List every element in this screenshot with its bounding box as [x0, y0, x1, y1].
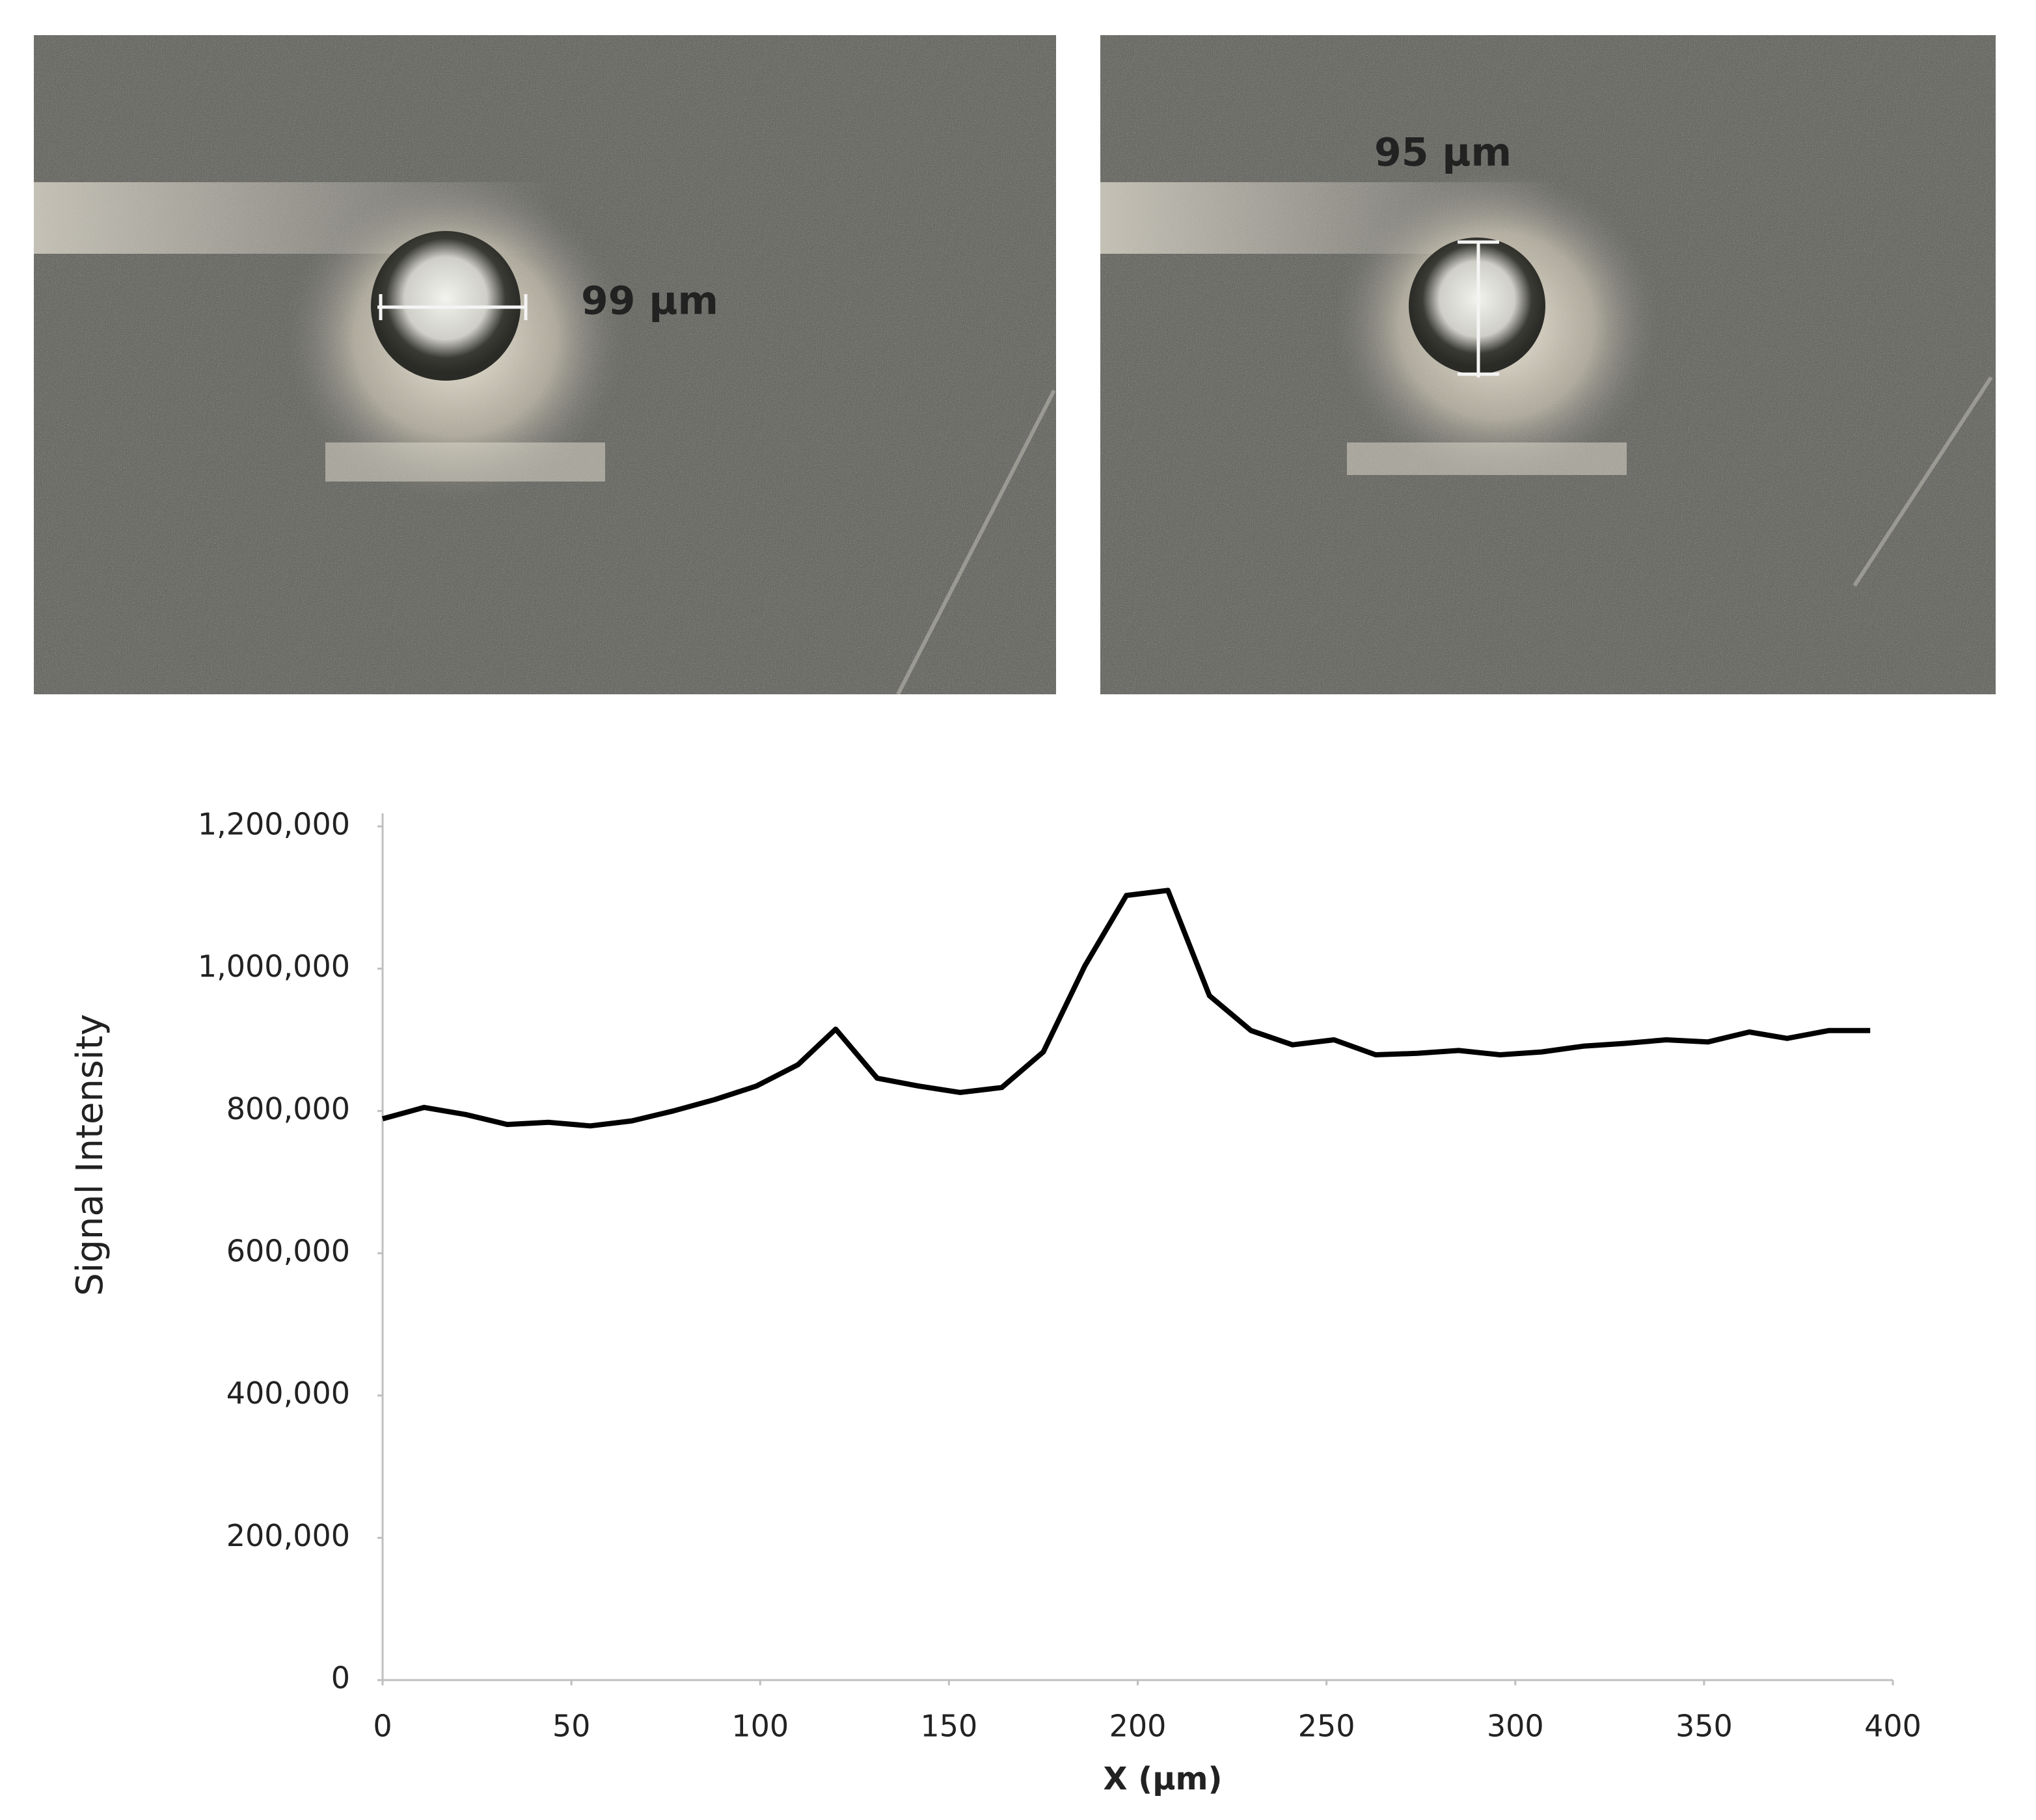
- y-tick-label: 1,200,000: [198, 807, 350, 842]
- y-axis-title: Signal Intensity: [69, 1014, 111, 1296]
- measurement-label: 95 µm: [1374, 130, 1512, 176]
- y-tick-label: 400,000: [226, 1376, 350, 1411]
- x-tick-label: 400: [1864, 1709, 1921, 1744]
- x-tick-label: 100: [731, 1709, 789, 1744]
- x-tick-label: 300: [1487, 1709, 1544, 1744]
- y-tick-label: 0: [331, 1661, 350, 1696]
- y-tick-label: 800,000: [226, 1091, 350, 1126]
- x-tick-label: 250: [1298, 1709, 1355, 1744]
- x-tick-label: 350: [1676, 1709, 1733, 1744]
- y-tick-label: 1,000,000: [198, 949, 350, 984]
- y-tick-label: 200,000: [226, 1518, 350, 1553]
- x-tick-label: 50: [552, 1709, 591, 1744]
- micrograph-left: [34, 35, 1056, 694]
- data-line: [381, 888, 1871, 1129]
- y-tick-label: 600,000: [226, 1234, 350, 1269]
- x-tick-label: 150: [920, 1709, 977, 1744]
- x-axis-title: X (µm): [1104, 1761, 1223, 1797]
- x-tick-label: 200: [1109, 1709, 1167, 1744]
- measurement-label: 99 µm: [581, 278, 718, 324]
- micrograph-right: [1100, 35, 1996, 694]
- x-tick-label: 0: [373, 1709, 392, 1744]
